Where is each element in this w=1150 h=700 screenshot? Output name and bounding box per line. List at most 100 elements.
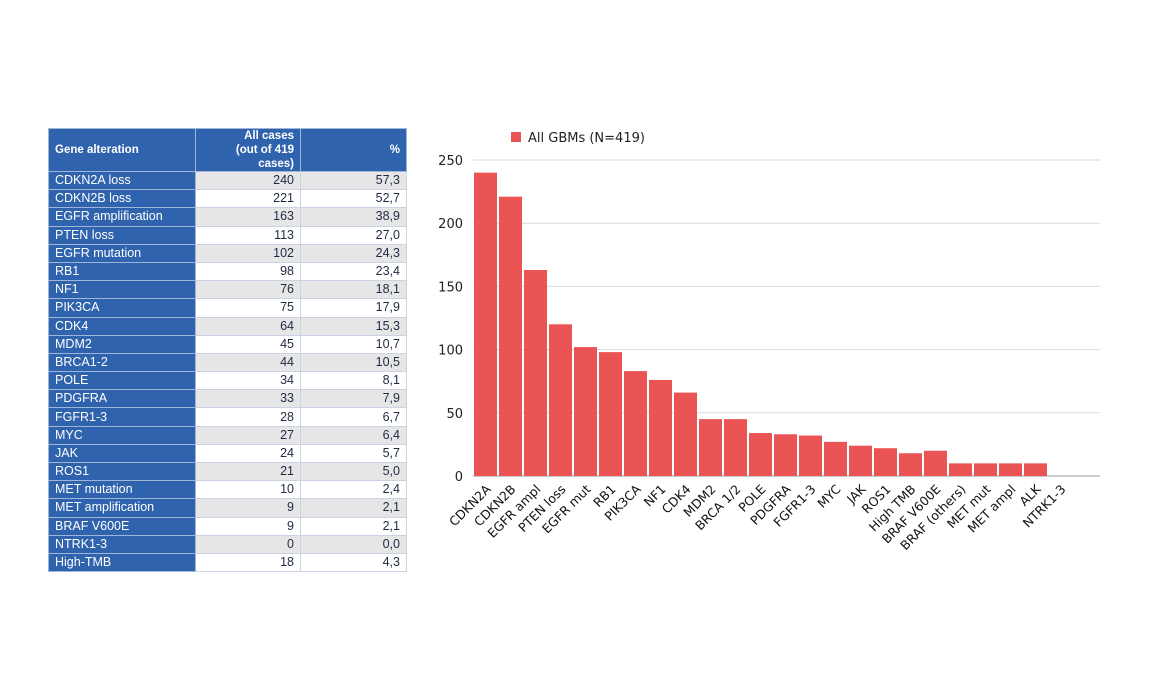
header-gene-alteration: Gene alteration xyxy=(48,128,196,172)
cell-gene: POLE xyxy=(48,371,196,391)
bar xyxy=(1024,463,1047,476)
cell-gene: PIK3CA xyxy=(48,298,196,318)
cell-gene: MDM2 xyxy=(48,334,196,354)
cell-percent: 5,7 xyxy=(300,443,407,464)
bar xyxy=(724,419,747,476)
y-tick-label: 50 xyxy=(446,407,463,422)
cell-cases: 24 xyxy=(195,443,301,464)
cell-gene: EGFR amplification xyxy=(48,207,196,227)
cell-cases: 10 xyxy=(195,480,301,500)
cell-cases: 9 xyxy=(195,498,301,518)
bar xyxy=(999,463,1022,476)
header-percent: % xyxy=(300,128,407,172)
header-all-cases-line1: All cases xyxy=(244,130,294,142)
cell-gene: BRCA1-2 xyxy=(48,352,196,373)
cell-gene: RB1 xyxy=(48,261,196,282)
gene-alteration-table: Gene alteration All cases (out of 419 ca… xyxy=(48,128,407,573)
bar xyxy=(899,453,922,476)
bar xyxy=(499,196,522,476)
bar xyxy=(524,269,547,476)
cell-cases: 27 xyxy=(195,425,301,445)
table-row: NTRK1-3 0 0,0 xyxy=(48,534,407,554)
cell-gene: PDGFRA xyxy=(48,389,196,409)
cell-cases: 102 xyxy=(195,243,301,263)
cell-cases: 64 xyxy=(195,316,301,336)
table-row: MDM2 45 10,7 xyxy=(48,334,407,354)
bar xyxy=(649,379,672,476)
table-row: EGFR amplification 163 38,9 xyxy=(48,207,407,227)
cell-cases: 221 xyxy=(195,189,301,209)
cell-cases: 18 xyxy=(195,552,301,573)
bar xyxy=(949,463,972,476)
cell-gene: EGFR mutation xyxy=(48,243,196,263)
cell-percent: 2,4 xyxy=(300,480,407,500)
cell-cases: 75 xyxy=(195,298,301,318)
chart-legend: All GBMs (N=419) xyxy=(511,131,645,146)
cell-cases: 34 xyxy=(195,371,301,391)
chart-bars xyxy=(474,172,1047,476)
cell-percent: 0,0 xyxy=(300,534,407,554)
bar xyxy=(749,433,772,476)
bar xyxy=(474,172,497,476)
cell-gene: BRAF V600E xyxy=(48,516,196,536)
table-row: BRAF V600E 9 2,1 xyxy=(48,516,407,536)
table-row: FGFR1-3 28 6,7 xyxy=(48,407,407,427)
cell-percent: 7,9 xyxy=(300,389,407,409)
table-row: MYC 27 6,4 xyxy=(48,425,407,445)
cell-percent: 15,3 xyxy=(300,316,407,336)
cell-percent: 8,1 xyxy=(300,371,407,391)
table-row: PDGFRA 33 7,9 xyxy=(48,389,407,409)
bar xyxy=(799,435,822,476)
table-header-row: Gene alteration All cases (out of 419 ca… xyxy=(48,128,407,172)
bar xyxy=(774,434,797,476)
table-row: ROS1 21 5,0 xyxy=(48,461,407,482)
legend-label: All GBMs (N=419) xyxy=(528,131,645,146)
table-row: BRCA1-2 44 10,5 xyxy=(48,352,407,373)
bar xyxy=(974,463,997,476)
cell-percent: 27,0 xyxy=(300,225,407,245)
cell-percent: 10,7 xyxy=(300,334,407,354)
cell-cases: 45 xyxy=(195,334,301,354)
cell-gene: NF1 xyxy=(48,280,196,300)
cell-percent: 4,3 xyxy=(300,552,407,573)
y-tick-label: 150 xyxy=(438,280,463,295)
y-axis: 0 50 100 150 200 250 xyxy=(438,154,463,485)
cell-percent: 38,9 xyxy=(300,207,407,227)
cell-gene: MYC xyxy=(48,425,196,445)
cell-percent: 2,1 xyxy=(300,498,407,518)
cell-gene: CDKN2A loss xyxy=(48,170,196,191)
cell-percent: 17,9 xyxy=(300,298,407,318)
cell-cases: 21 xyxy=(195,461,301,482)
y-tick-label: 100 xyxy=(438,344,463,359)
cell-cases: 28 xyxy=(195,407,301,427)
table-row: MET mutation 10 2,4 xyxy=(48,480,407,500)
bar xyxy=(849,445,872,476)
cell-percent: 6,7 xyxy=(300,407,407,427)
cell-percent: 2,1 xyxy=(300,516,407,536)
table-row: PIK3CA 75 17,9 xyxy=(48,298,407,318)
cell-percent: 6,4 xyxy=(300,425,407,445)
bar xyxy=(824,441,847,476)
cell-cases: 33 xyxy=(195,389,301,409)
cell-gene: PTEN loss xyxy=(48,225,196,245)
header-all-cases-line2: (out of 419 cases) xyxy=(235,144,294,170)
cell-gene: FGFR1-3 xyxy=(48,407,196,427)
cell-gene: High-TMB xyxy=(48,552,196,573)
y-tick-label: 0 xyxy=(455,470,463,485)
cell-gene: CDK4 xyxy=(48,316,196,336)
cell-percent: 24,3 xyxy=(300,243,407,263)
table-row: NF1 76 18,1 xyxy=(48,280,407,300)
table-row: EGFR mutation 102 24,3 xyxy=(48,243,407,263)
cell-gene: JAK xyxy=(48,443,196,464)
cell-cases: 163 xyxy=(195,207,301,227)
bar xyxy=(674,392,697,476)
bar xyxy=(874,448,897,476)
x-tick-label: MYC xyxy=(814,481,844,511)
table-row: RB1 98 23,4 xyxy=(48,261,407,282)
table-row: POLE 34 8,1 xyxy=(48,371,407,391)
table-row: CDK4 64 15,3 xyxy=(48,316,407,336)
cell-percent: 10,5 xyxy=(300,352,407,373)
cell-gene: NTRK1-3 xyxy=(48,534,196,554)
